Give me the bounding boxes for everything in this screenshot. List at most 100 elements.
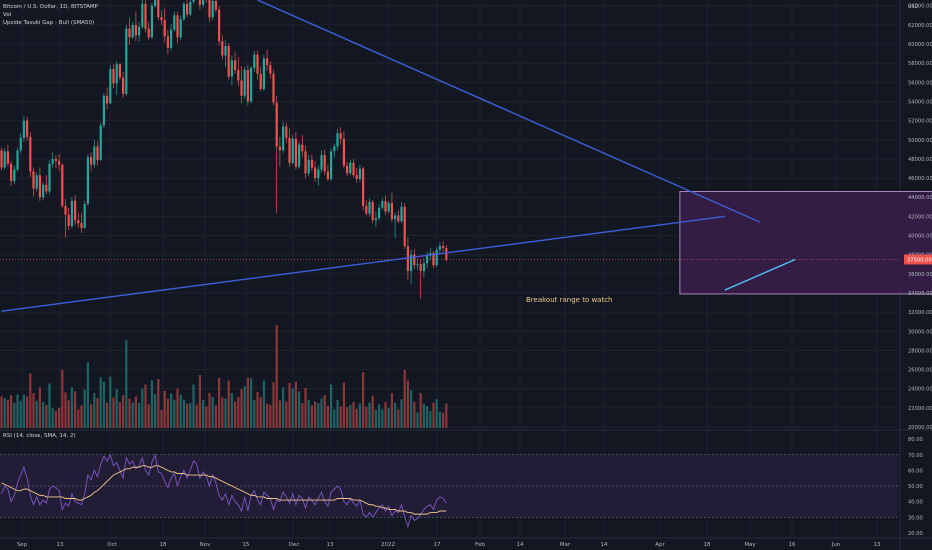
volume-bar	[163, 390, 166, 428]
volume-bar	[275, 325, 278, 428]
candle-body	[333, 146, 336, 152]
volume-bar	[410, 390, 413, 428]
candle-body	[118, 64, 121, 78]
rsi-tick-label: 30.00	[908, 515, 923, 521]
volume-bar	[426, 405, 429, 428]
volume-bar	[51, 408, 54, 428]
volume-bar	[285, 401, 288, 428]
volume-bar	[400, 399, 403, 428]
volume-bar	[147, 404, 150, 428]
volume-bar	[333, 409, 336, 428]
candle-body	[6, 151, 9, 164]
candle-body	[157, 0, 160, 18]
candle-body	[211, 0, 214, 18]
candle-body	[192, 0, 195, 2]
volume-bar	[352, 402, 355, 428]
volume-bar	[16, 394, 19, 428]
price-tick-label: 62000.00	[908, 23, 932, 29]
currency-label: USD	[908, 4, 919, 10]
volume-bar	[384, 402, 387, 428]
candle-body	[10, 163, 13, 181]
volume-bar	[176, 388, 179, 428]
candle-body	[179, 19, 182, 38]
candle-body	[227, 45, 230, 77]
candle-body	[432, 252, 435, 266]
candle-body	[442, 246, 445, 248]
volume-bar	[250, 378, 253, 428]
volume-bar	[365, 406, 368, 428]
volume-bar	[118, 402, 121, 428]
candle-body	[426, 255, 429, 264]
candle-body	[99, 125, 102, 160]
volume-bar	[35, 400, 38, 428]
volume-bar	[355, 408, 358, 428]
volume-bar	[272, 382, 275, 428]
volume-bar	[29, 373, 32, 428]
volume-bar	[90, 404, 93, 428]
candle-body	[173, 15, 176, 30]
volume-bar	[144, 384, 147, 428]
trendline	[724, 258, 796, 291]
price-tick-label: 56000.00	[908, 80, 932, 86]
volume-bar	[99, 377, 102, 428]
candle-body	[74, 201, 77, 221]
price-tick-label: 36000.00	[908, 272, 932, 278]
volume-bar	[77, 409, 80, 428]
volume-bar	[3, 398, 6, 428]
candle-body	[214, 0, 217, 10]
candle-body	[384, 201, 387, 212]
candle-body	[237, 69, 240, 81]
volume-bar	[422, 403, 425, 428]
candle-body	[22, 120, 25, 138]
volume-bar	[227, 380, 230, 428]
candle-body	[230, 60, 233, 77]
candle-body	[374, 218, 377, 221]
price-tick-label: 50000.00	[908, 138, 932, 144]
candle-body	[61, 164, 64, 206]
candle-body	[48, 163, 51, 192]
time-tick-label: 13	[57, 542, 64, 548]
candle-body	[131, 24, 134, 38]
candle-body	[413, 254, 416, 266]
volume-bar	[205, 406, 208, 428]
rsi-line	[1, 453, 447, 529]
candle-body	[282, 126, 285, 151]
candle-body	[224, 45, 227, 56]
volume-bar	[48, 383, 51, 428]
volume-bar	[256, 391, 259, 428]
candle-body	[93, 146, 96, 165]
candle-body	[83, 203, 86, 228]
trendline	[257, 0, 761, 223]
price-tick-label: 54000.00	[908, 99, 932, 105]
candle-body	[243, 69, 246, 96]
volume-bar	[368, 402, 371, 428]
candle-body	[416, 264, 419, 266]
candle-body	[51, 158, 54, 164]
price-tick-label: 46000.00	[908, 176, 932, 182]
volume-bar	[240, 389, 243, 428]
candle-body	[262, 58, 265, 90]
time-tick-label: 16	[789, 542, 796, 548]
volume-bar	[19, 400, 22, 428]
time-tick-label: 14	[517, 542, 524, 548]
candle-body	[166, 36, 169, 48]
candle-body	[29, 136, 32, 172]
volume-bar	[330, 384, 333, 428]
candle-body	[253, 54, 256, 68]
volume-bar	[307, 399, 310, 428]
candle-body	[134, 24, 137, 36]
rsi-tick-label: 50.00	[908, 484, 923, 490]
candle-body	[154, 0, 157, 6]
time-tick-label: 18	[704, 542, 711, 548]
candle-body	[410, 254, 413, 271]
time-tick-label: 18	[160, 542, 167, 548]
price-tick-label: 24000.00	[908, 387, 932, 393]
candle-body	[26, 120, 29, 137]
candle-body	[144, 3, 147, 29]
symbol-title: Bitcoin / U.S. Dollar, 1D, BITSTAMP	[3, 4, 98, 10]
volume-bar	[371, 395, 374, 428]
volume-bar	[438, 411, 441, 428]
candle-body	[387, 202, 390, 212]
volume-bar	[416, 412, 419, 428]
